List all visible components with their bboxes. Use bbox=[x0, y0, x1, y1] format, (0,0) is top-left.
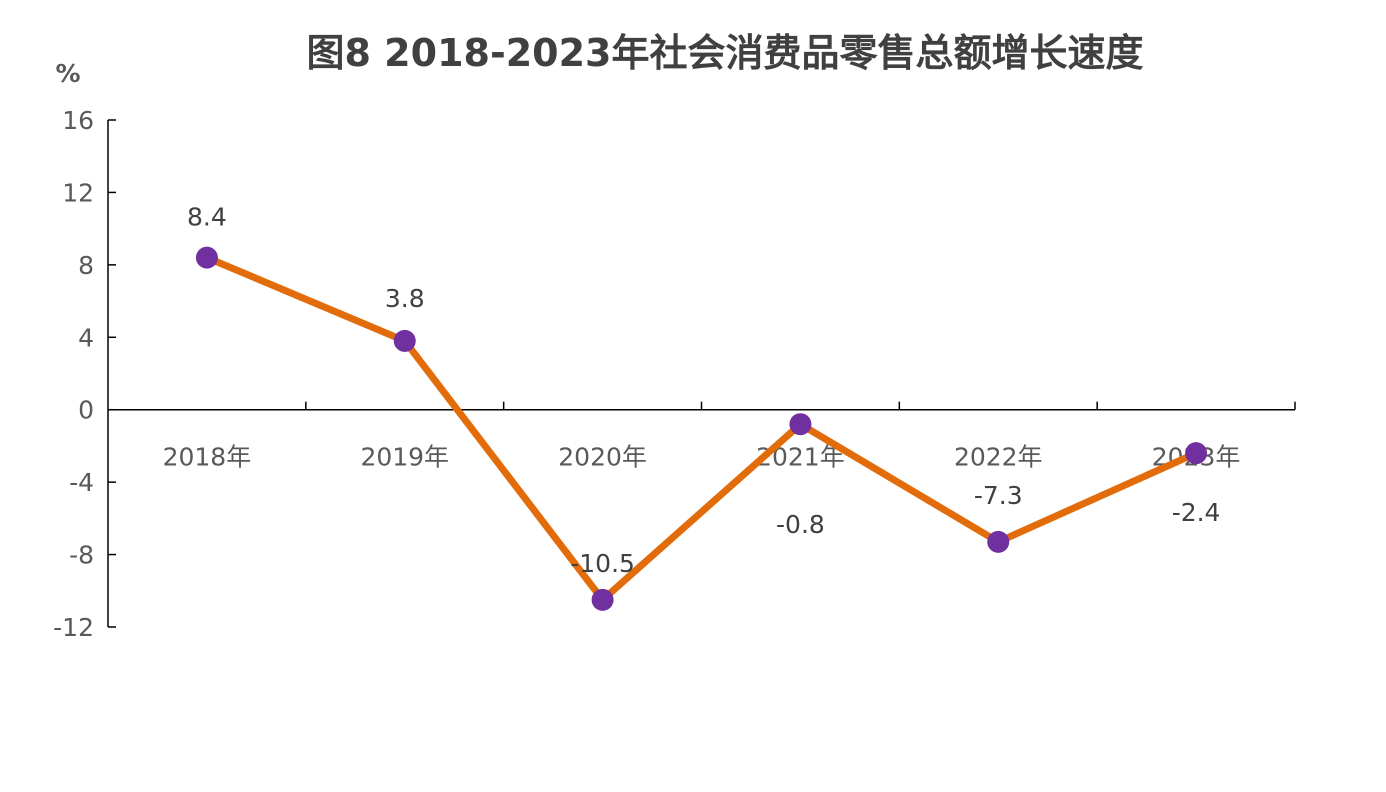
y-tick-label: -12 bbox=[53, 613, 94, 642]
x-tick-label: 2019年 bbox=[360, 443, 449, 472]
x-tick-label: 2022年 bbox=[954, 443, 1043, 472]
x-tick-label: 2020年 bbox=[558, 443, 647, 472]
data-point bbox=[1185, 442, 1208, 465]
y-tick-label: -8 bbox=[69, 541, 94, 570]
data-point bbox=[591, 588, 614, 611]
x-tick-label: 2018年 bbox=[163, 443, 252, 472]
data-label: -7.3 bbox=[974, 481, 1023, 510]
data-point bbox=[789, 413, 812, 436]
series-line bbox=[205, 254, 1198, 604]
data-label: -10.5 bbox=[570, 549, 635, 578]
data-point bbox=[393, 329, 416, 352]
data-label: -2.4 bbox=[1172, 498, 1221, 527]
y-tick-label: 16 bbox=[62, 106, 94, 135]
y-axis-label: % bbox=[55, 59, 80, 88]
data-label: 3.8 bbox=[385, 284, 425, 313]
y-tick-label: 8 bbox=[78, 251, 94, 280]
chart-title: 图8 2018-2023年社会消费品零售总额增长速度 bbox=[307, 31, 1144, 75]
data-point bbox=[195, 246, 218, 269]
y-tick-label: 4 bbox=[78, 323, 94, 352]
y-tick-label: 12 bbox=[62, 178, 94, 207]
data-label: 8.4 bbox=[187, 203, 227, 232]
data-label: -0.8 bbox=[776, 510, 825, 539]
y-tick-label: -4 bbox=[69, 468, 94, 497]
y-tick-label: 0 bbox=[78, 396, 94, 425]
data-point bbox=[987, 530, 1010, 553]
